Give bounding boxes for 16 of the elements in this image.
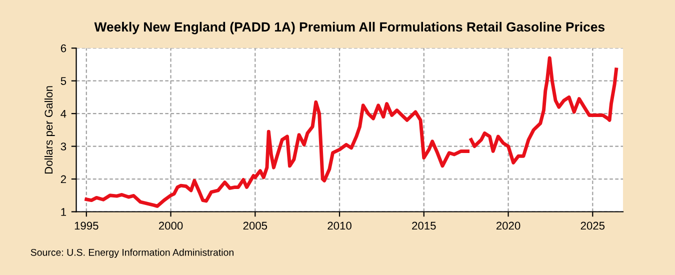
x-tick-label: 2015: [412, 222, 436, 230]
y-tick-label: 3: [60, 142, 66, 150]
y-axis-title: Dollars per Gallon: [44, 86, 55, 174]
y-tick-label: 5: [60, 77, 66, 85]
y-tick-label: 4: [60, 110, 66, 118]
x-tick-label: 1995: [74, 222, 98, 230]
source-note: Source: U.S. Energy Information Administration: [30, 248, 234, 258]
x-tick-label: 2020: [496, 222, 520, 230]
x-tick-label: 2025: [580, 222, 605, 230]
chart-title: Weekly New England (PADD 1A) Premium All Formulations Retail Gasoline Prices: [94, 22, 605, 34]
x-tick-label: 2005: [243, 222, 268, 230]
y-tick-label: 2: [60, 175, 66, 184]
x-tick-label: 2010: [328, 222, 352, 230]
y-tick-label: 6: [60, 44, 66, 52]
x-tick-label: 2000: [158, 222, 183, 230]
y-tick-label: 1: [61, 208, 66, 216]
